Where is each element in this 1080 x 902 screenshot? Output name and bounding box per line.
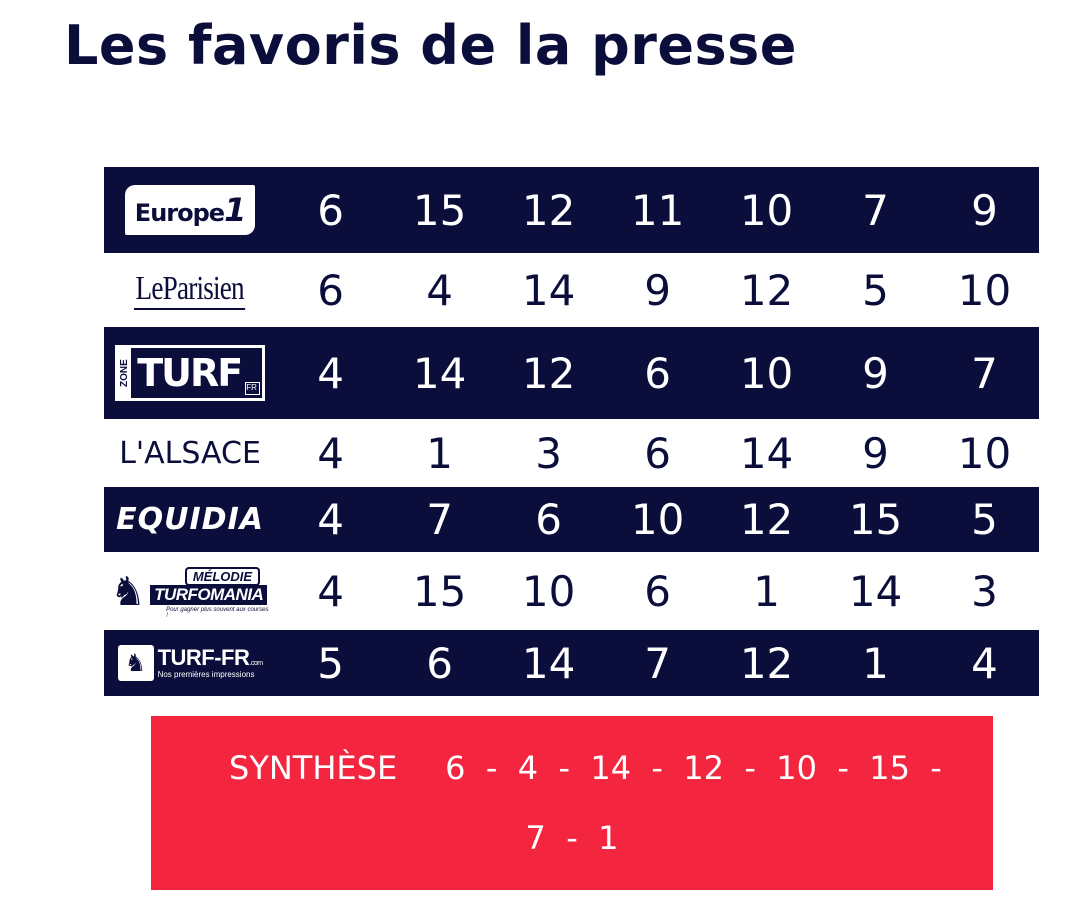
- number-cell: 6: [426, 638, 453, 688]
- number-cell: 10: [739, 185, 794, 235]
- number-cell: 6: [535, 495, 562, 544]
- number-cell: 11: [630, 185, 685, 235]
- table-row: ♞ MÉLODIE TURFOMANIA Pour gagner plus so…: [104, 552, 1039, 630]
- number-cell: 7: [426, 495, 453, 544]
- synthese-box: SYNTHÈSE 6 - 4 - 14 - 12 - 10 - 15 - 7 -…: [151, 716, 993, 890]
- number-cell: 1: [426, 428, 453, 478]
- press-favorites-table: Europe1 6 15 12 11 10 7 9 LeParisien 6 4…: [104, 167, 1039, 696]
- equidia-logo: EQUIDIA: [116, 502, 264, 537]
- table-row: Europe1 6 15 12 11 10 7 9: [104, 167, 1039, 253]
- number-cell: 10: [957, 265, 1012, 315]
- number-cell: 3: [535, 428, 562, 478]
- number-cell: 7: [644, 638, 671, 688]
- number-cell: 14: [412, 348, 467, 398]
- number-cell: 10: [630, 495, 685, 544]
- number-cell: 10: [739, 348, 794, 398]
- number-cell: 15: [848, 495, 903, 544]
- number-cell: 7: [862, 185, 889, 235]
- melodie-turfomania-logo: ♞ MÉLODIE TURFOMANIA Pour gagner plus so…: [110, 567, 269, 619]
- number-cell: 4: [426, 265, 453, 315]
- synthese-numbers-line2: 7 - 1: [525, 819, 619, 857]
- number-cell: 15: [412, 185, 467, 235]
- number-cell: 6: [317, 185, 344, 235]
- table-row: EQUIDIA 4 7 6 10 12 15 5: [104, 487, 1039, 552]
- number-cell: 12: [739, 638, 794, 688]
- number-cell: 3: [971, 566, 998, 616]
- number-cell: 12: [739, 265, 794, 315]
- page-title: Les favoris de la presse: [64, 14, 797, 77]
- number-cell: 4: [317, 348, 344, 398]
- number-cell: 15: [412, 566, 467, 616]
- number-cell: 9: [862, 428, 889, 478]
- number-cell: 6: [317, 265, 344, 315]
- number-cell: 6: [644, 566, 671, 616]
- number-cell: 12: [521, 348, 576, 398]
- number-cell: 7: [971, 348, 998, 398]
- number-cell: 9: [644, 265, 671, 315]
- number-cell: 14: [521, 638, 576, 688]
- number-cell: 14: [848, 566, 903, 616]
- table-row: ♞ TURF-FR.com Nos premières impressions …: [104, 630, 1039, 696]
- number-cell: 9: [862, 348, 889, 398]
- number-cell: 10: [521, 566, 576, 616]
- number-cell: 1: [753, 566, 780, 616]
- number-cell: 14: [739, 428, 794, 478]
- table-row: ZONE TURF FR 4 14 12 6 10 9 7: [104, 327, 1039, 419]
- number-cell: 4: [317, 495, 344, 544]
- synthese-label: SYNTHÈSE: [229, 749, 398, 787]
- number-cell: 14: [521, 265, 576, 315]
- number-cell: 4: [971, 638, 998, 688]
- number-cell: 5: [317, 638, 344, 688]
- number-cell: 4: [317, 566, 344, 616]
- number-cell: 6: [644, 348, 671, 398]
- europe1-logo: Europe1: [104, 167, 276, 253]
- turf-fr-logo: ♞ TURF-FR.com Nos premières impressions: [104, 630, 276, 696]
- number-cell: 6: [644, 428, 671, 478]
- table-row: L'ALSACE 4 1 3 6 14 9 10: [104, 419, 1039, 487]
- number-cell: 5: [862, 265, 889, 315]
- number-cell: 9: [971, 185, 998, 235]
- horse-icon: ♞: [117, 645, 154, 681]
- horse-rider-icon: ♞: [110, 570, 146, 614]
- number-cell: 5: [971, 495, 998, 544]
- table-row: LeParisien 6 4 14 9 12 5 10: [104, 253, 1039, 327]
- number-cell: 10: [957, 428, 1012, 478]
- le-parisien-logo: LeParisien: [104, 253, 276, 327]
- number-cell: 12: [521, 185, 576, 235]
- alsace-logo: L'ALSACE: [119, 435, 261, 471]
- zone-turf-logo: ZONE TURF FR: [104, 327, 276, 419]
- number-cell: 4: [317, 428, 344, 478]
- number-cell: 12: [739, 495, 794, 544]
- synthese-numbers-line1: 6 - 4 - 14 - 12 - 10 - 15 -: [445, 749, 942, 787]
- number-cell: 1: [862, 638, 889, 688]
